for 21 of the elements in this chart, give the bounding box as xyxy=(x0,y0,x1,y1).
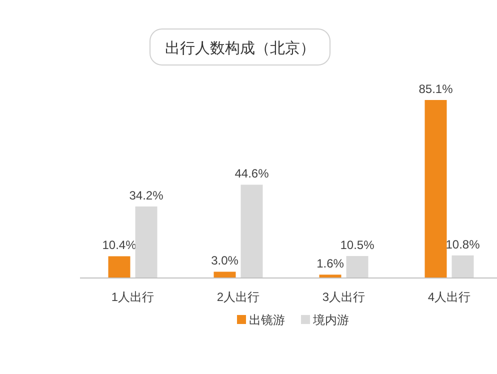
x-tick-label: 4人出行 xyxy=(428,290,471,304)
data-label: 3.0% xyxy=(211,254,239,268)
bar xyxy=(452,255,474,278)
bar xyxy=(424,100,447,278)
data-label: 1.6% xyxy=(316,256,344,271)
bar xyxy=(214,272,236,278)
chart-title: 出行人数构成（北京） xyxy=(165,40,315,57)
bar xyxy=(135,206,158,278)
data-label: 34.2% xyxy=(129,188,164,202)
bar xyxy=(346,256,368,278)
data-label: 85.1% xyxy=(418,82,454,96)
data-label: 10.5% xyxy=(340,238,375,252)
data-label: 10.4% xyxy=(102,238,137,252)
x-tick-label: 1人出行 xyxy=(111,290,154,304)
legend-label: 境内游 xyxy=(312,313,349,327)
legend-label: 出镜游 xyxy=(249,313,285,327)
bar xyxy=(240,184,263,278)
x-tick-label: 3人出行 xyxy=(322,290,366,304)
x-tick-label: 2人出行 xyxy=(216,290,260,304)
data-label: 44.6% xyxy=(234,166,270,181)
bar xyxy=(108,256,130,278)
